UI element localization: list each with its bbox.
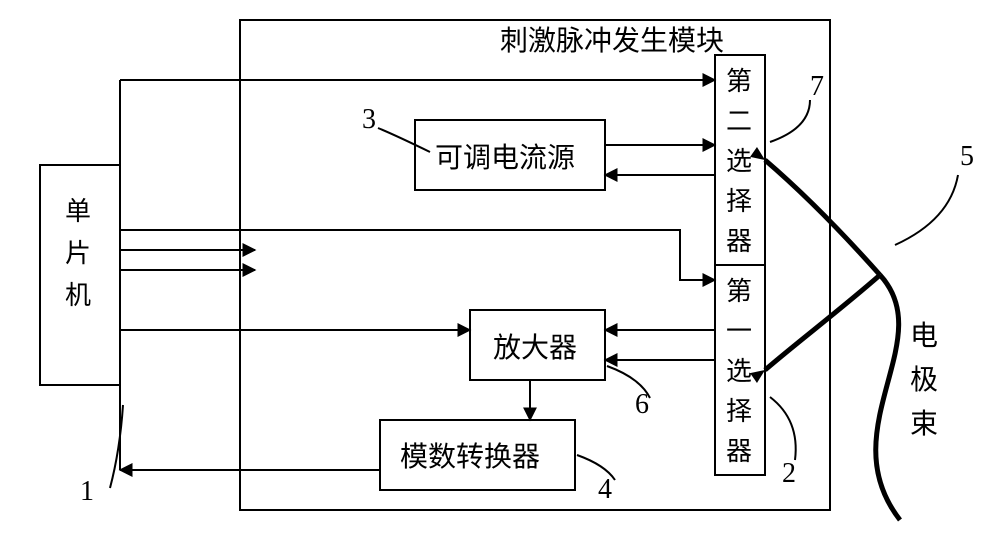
callout-line-n1 (110, 405, 123, 488)
selector1-label-4: 器 (726, 437, 752, 466)
callout-num-n3: 3 (362, 104, 376, 135)
selector1-label-1: 一 (726, 317, 752, 346)
selector2-label-4: 器 (726, 227, 752, 256)
mcu-label-0: 单 (65, 197, 91, 226)
callout-num-n5: 5 (960, 141, 974, 172)
bundle-path-0 (765, 160, 880, 275)
arrow-1 (120, 230, 715, 280)
selector2-label-2: 选 (726, 147, 752, 176)
mcu-label-2: 机 (65, 281, 91, 310)
callout-line-n7 (770, 100, 810, 142)
selector1-label-2: 选 (726, 357, 752, 386)
current_source-label: 可调电流源 (435, 142, 575, 174)
adc-label: 模数转换器 (400, 441, 540, 473)
callout-num-n4: 4 (598, 474, 612, 505)
bundle-path-2 (876, 275, 900, 520)
selector2-label-1: 二 (726, 107, 752, 136)
selector1-label-0: 第 (726, 277, 752, 306)
callout-line-n5 (895, 175, 958, 245)
mcu-label-1: 片 (65, 239, 91, 268)
module-title: 刺激脉冲发生模块 (500, 25, 724, 57)
amplifier-label: 放大器 (493, 332, 577, 364)
selector2-label-0: 第 (726, 67, 752, 96)
callout-num-n6: 6 (635, 389, 649, 420)
electrode-label-2: 束 (910, 409, 938, 440)
callout-num-n7: 7 (810, 71, 824, 102)
electrode-label-0: 电 (910, 320, 938, 352)
callout-line-n2 (770, 397, 796, 460)
selector2-label-3: 择 (726, 187, 752, 216)
callout-num-n2: 2 (782, 458, 796, 489)
bundle-path-1 (765, 275, 880, 370)
callout-num-n1: 1 (80, 476, 94, 507)
selector1-label-3: 择 (726, 397, 752, 426)
electrode-label-1: 极 (910, 364, 938, 396)
